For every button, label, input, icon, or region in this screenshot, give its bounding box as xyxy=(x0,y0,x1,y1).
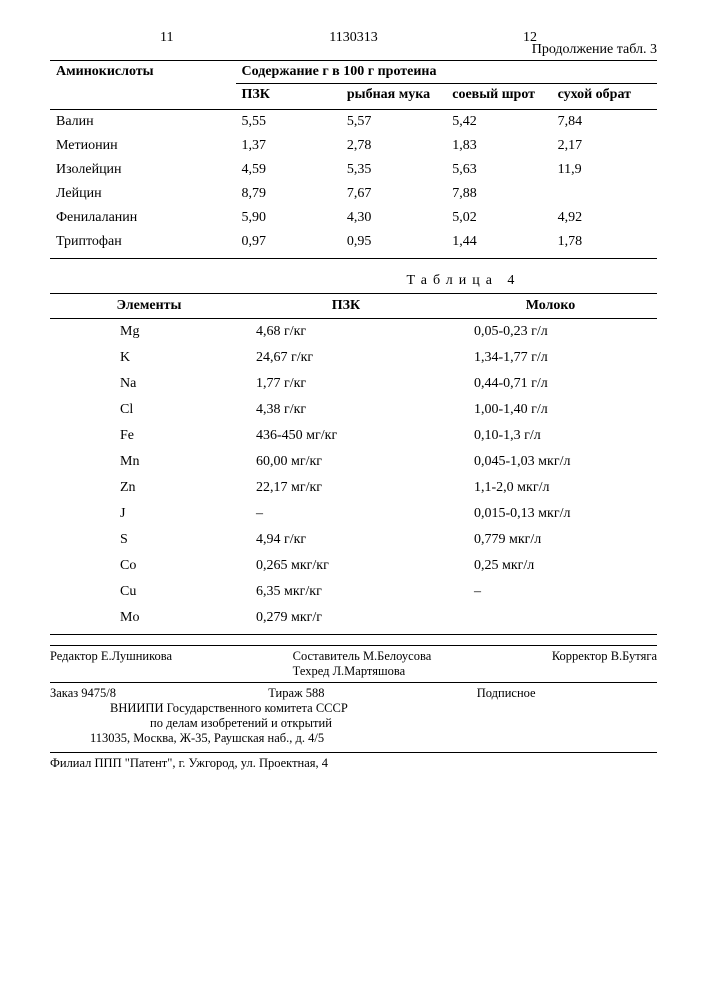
table-row: Cl4,38 г/кг1,00-1,40 г/л xyxy=(50,397,657,423)
table-row: Cu6,35 мкг/кг– xyxy=(50,579,657,605)
table-row: Лейцин8,797,677,88 xyxy=(50,182,657,206)
table-row: S4,94 г/кг0,779 мкг/л xyxy=(50,527,657,553)
t3-groupheader: Содержание г в 100 г протеина xyxy=(236,61,657,84)
table-row: Co0,265 мкг/кг0,25 мкг/л xyxy=(50,553,657,579)
t4-col-pzk: ПЗК xyxy=(248,294,444,319)
compiler-tech: Составитель М.Белоусова Техред Л.Мартяшо… xyxy=(293,649,432,679)
credits-row: Редактор Е.Лушникова Составитель М.Белоу… xyxy=(50,645,657,683)
table-row: Mn60,00 мг/кг0,045-1,03 мкг/л xyxy=(50,449,657,475)
order-block: Заказ 9475/8 Тираж 588 Подписное ВНИИПИ … xyxy=(50,683,657,749)
table-row: Mg4,68 г/кг0,05-0,23 г/л xyxy=(50,319,657,346)
table-row: Mo0,279 мкг/г xyxy=(50,605,657,635)
table-row: Метионин1,372,781,832,17 xyxy=(50,134,657,158)
t3-body: Валин5,555,575,427,84 Метионин1,372,781,… xyxy=(50,110,657,259)
order-line2: ВНИИПИ Государственного комитета СССР xyxy=(50,701,657,716)
table-row: Изолейцин4,595,355,6311,9 xyxy=(50,158,657,182)
table-3: Аминокислоты Содержание г в 100 г протеи… xyxy=(50,60,657,259)
t4-body: Mg4,68 г/кг0,05-0,23 г/л K24,67 г/кг1,34… xyxy=(50,319,657,635)
table-row: J–0,015-0,13 мкг/л xyxy=(50,501,657,527)
t3-col-fish: рыбная мука xyxy=(341,84,446,110)
t4-col-elements: Элементы xyxy=(50,294,248,319)
table-row: Валин5,555,575,427,84 xyxy=(50,110,657,135)
t3-col-dry: сухой обрат xyxy=(552,84,657,110)
table-row: Триптофан0,970,951,441,78 xyxy=(50,230,657,259)
table4-label: Таблица 4 xyxy=(270,273,657,289)
corrector: Корректор В.Бутяга xyxy=(552,649,657,679)
table-4: Элементы ПЗК Молоко Mg4,68 г/кг0,05-0,23… xyxy=(50,293,657,635)
t3-col-pzk: ПЗК xyxy=(236,84,341,110)
page-left: 11 xyxy=(160,30,173,46)
t3-col-soy: соевый шрот xyxy=(446,84,551,110)
table-row: Zn22,17 мг/кг1,1-2,0 мкг/л xyxy=(50,475,657,501)
table-row: Na1,77 г/кг0,44-0,71 г/л xyxy=(50,371,657,397)
t4-col-milk: Молоко xyxy=(444,294,657,319)
order-number: Заказ 9475/8 xyxy=(50,686,116,701)
table-row: Фенилаланин5,904,305,024,92 xyxy=(50,206,657,230)
t3-rowheader: Аминокислоты xyxy=(50,61,236,110)
order-tirazh: Тираж 588 xyxy=(268,686,324,701)
order-line4: 113035, Москва, Ж-35, Раушская наб., д. … xyxy=(50,731,657,746)
table-row: Fe436-450 мг/кг0,10-1,3 г/л xyxy=(50,423,657,449)
editor: Редактор Е.Лушникова xyxy=(50,649,172,679)
table-row: K24,67 г/кг1,34-1,77 г/л xyxy=(50,345,657,371)
order-line3: по делам изобретений и открытий xyxy=(50,716,657,731)
filial-line: Филиал ППП "Патент", г. Ужгород, ул. Про… xyxy=(50,752,657,771)
order-podpis: Подписное xyxy=(477,686,536,701)
